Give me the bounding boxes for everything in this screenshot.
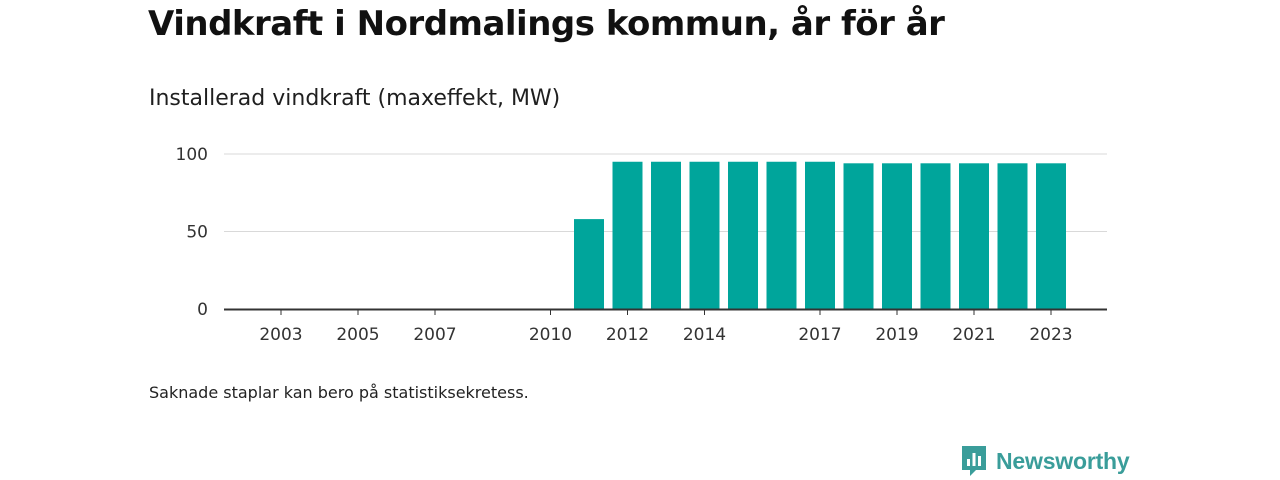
x-tick-label: 2019 <box>875 325 918 345</box>
bar <box>612 161 643 309</box>
x-tick-label: 2003 <box>259 325 302 345</box>
y-tick-label: 0 <box>197 300 208 320</box>
x-tick-label: 2021 <box>952 325 995 345</box>
y-tick-label: 50 <box>186 223 208 243</box>
bar <box>805 161 835 309</box>
bar <box>1036 163 1066 309</box>
bar <box>997 163 1028 309</box>
x-tick-label: 2010 <box>529 325 572 345</box>
chart-title: Vindkraft i Nordmalings kommun, år för å… <box>148 4 945 44</box>
bar <box>882 163 912 309</box>
newsworthy-logo[interactable]: Newsworthy <box>960 444 1130 478</box>
bar <box>651 161 681 309</box>
x-tick-label: 2007 <box>413 325 456 345</box>
bar-chart: 0 50 100 2003 2005 2007 2010 2012 2014 2017 2019 20… <box>176 145 1107 345</box>
x-tick-label: 2017 <box>798 325 841 345</box>
newsworthy-logo-icon <box>962 446 986 476</box>
bar <box>728 161 758 309</box>
x-tick-label: 2005 <box>336 325 379 345</box>
x-tick-label: 2023 <box>1029 325 1072 345</box>
bar <box>574 219 604 309</box>
x-tick-label: 2012 <box>606 325 649 345</box>
y-tick-label: 100 <box>176 145 208 165</box>
bar <box>766 161 797 309</box>
bar <box>920 163 951 309</box>
bar <box>843 163 874 309</box>
newsworthy-logo-text: Newsworthy <box>996 447 1130 474</box>
bar <box>959 163 989 309</box>
x-tick-label: 2014 <box>683 325 726 345</box>
footnote: Saknade staplar kan bero på statistiksek… <box>149 383 529 402</box>
bar <box>689 161 720 309</box>
chart-subtitle: Installerad vindkraft (maxeffekt, MW) <box>149 86 561 111</box>
